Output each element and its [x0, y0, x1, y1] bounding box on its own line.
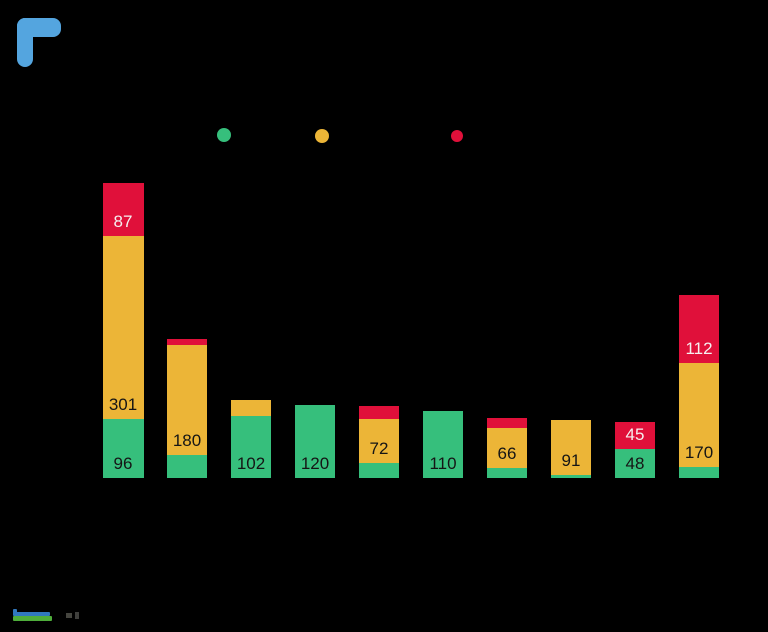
segment-value-label: 102 — [236, 454, 266, 473]
bar-4-segment-green[interactable] — [295, 405, 335, 478]
bar-5-segment-amber[interactable] — [359, 419, 399, 463]
bar-7-segment-amber[interactable] — [487, 428, 527, 468]
legend-dot-amber[interactable] — [315, 129, 329, 143]
legend-dot-red[interactable] — [451, 130, 463, 142]
bar-3-segment-amber[interactable] — [231, 400, 271, 416]
bar-9-segment-green[interactable] — [615, 449, 655, 478]
logo-corner-icon — [17, 18, 33, 67]
bar-3-segment-green[interactable] — [231, 416, 271, 478]
bar-7-segment-green[interactable] — [487, 468, 527, 478]
segment-value-label: 91 — [561, 451, 581, 470]
bar-7-segment-red[interactable] — [487, 418, 527, 428]
segment-value-label: 180 — [172, 431, 202, 450]
bar-10-segment-red[interactable] — [679, 295, 719, 363]
segment-value-label: 87 — [113, 212, 133, 231]
bar-1-segment-red[interactable] — [103, 183, 144, 236]
segment-value-label: 96 — [113, 454, 133, 473]
segment-value-label: 72 — [369, 439, 389, 458]
watermark-top-line — [13, 609, 17, 614]
bar-10-segment-green[interactable] — [679, 467, 719, 478]
bar-6-segment-green[interactable] — [423, 411, 463, 478]
segment-value-label: 45 — [625, 425, 645, 444]
bar-1-segment-green[interactable] — [103, 419, 144, 478]
segment-value-label: 120 — [300, 454, 330, 473]
segment-value-label: 110 — [429, 454, 457, 473]
segment-value-label: 112 — [685, 339, 713, 358]
segment-value-label: 48 — [625, 454, 645, 473]
bar-5-segment-red[interactable] — [359, 406, 399, 419]
bar-2-segment-green[interactable] — [167, 455, 207, 478]
bar-8-segment-green[interactable] — [551, 475, 591, 478]
watermark-top-line — [13, 612, 50, 616]
bar-8-segment-amber[interactable] — [551, 420, 591, 475]
legend-dot-green[interactable] — [217, 128, 231, 142]
bar-10-segment-amber[interactable] — [679, 363, 719, 467]
watermark-bottom-line — [13, 616, 52, 621]
gray-speck — [66, 613, 72, 618]
bar-2-segment-red[interactable] — [167, 339, 207, 345]
segment-value-label: 170 — [684, 443, 714, 462]
bar-9-segment-red[interactable] — [615, 422, 655, 449]
bar-1-segment-amber[interactable] — [103, 236, 144, 419]
segment-value-label: 66 — [497, 444, 517, 463]
bar-5-segment-green[interactable] — [359, 463, 399, 478]
segment-value-label: 301 — [108, 395, 138, 414]
bar-2-segment-amber[interactable] — [167, 345, 207, 455]
gray-speck — [75, 612, 79, 619]
